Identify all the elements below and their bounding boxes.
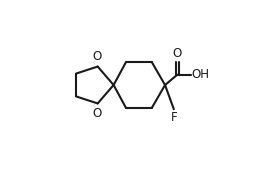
Text: O: O [92,50,101,63]
Text: OH: OH [192,68,210,81]
Text: O: O [173,47,182,60]
Text: O: O [92,107,101,120]
Text: F: F [171,111,177,124]
